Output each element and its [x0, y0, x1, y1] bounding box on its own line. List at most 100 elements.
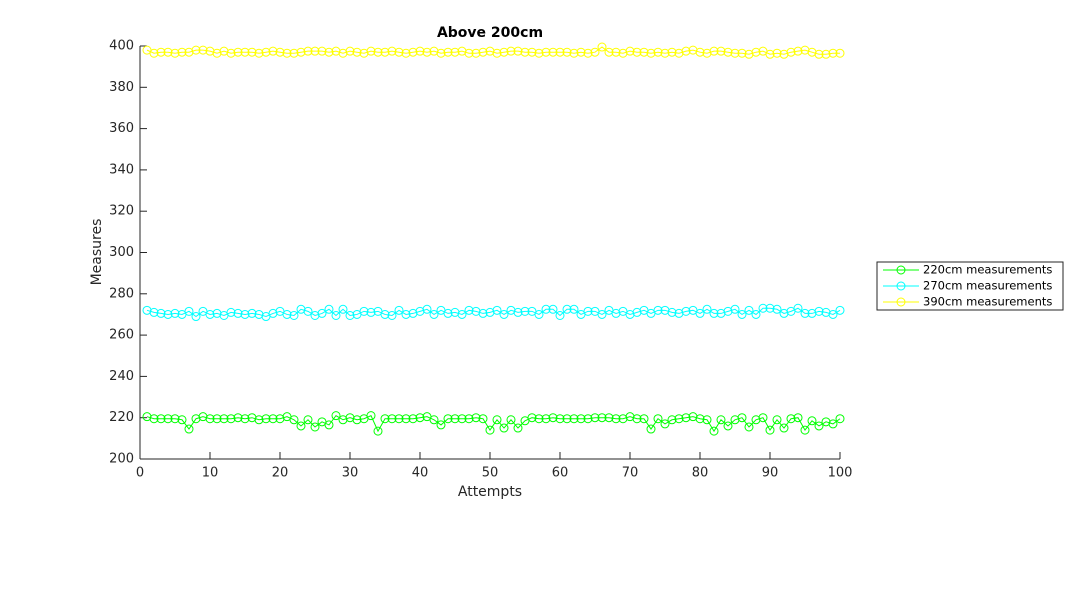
x-tick-label: 40: [412, 466, 429, 481]
marker: [744, 422, 754, 432]
y-tick-label: 360: [109, 121, 134, 136]
marker: [653, 414, 663, 424]
marker: [471, 306, 481, 316]
marker: [156, 308, 166, 318]
marker: [520, 306, 530, 316]
marker: [436, 420, 446, 430]
marker: [534, 48, 544, 58]
marker: [667, 47, 677, 57]
marker: [716, 308, 726, 318]
marker: [457, 46, 467, 56]
marker: [163, 47, 173, 57]
marker: [653, 305, 663, 315]
marker: [751, 415, 761, 425]
marker: [170, 414, 180, 424]
y-tick-label: 400: [109, 39, 134, 54]
marker: [450, 414, 460, 424]
marker: [359, 306, 369, 316]
marker: [436, 48, 446, 58]
marker: [779, 423, 789, 433]
marker: [576, 414, 586, 424]
marker: [464, 305, 474, 315]
marker: [625, 46, 635, 56]
marker: [506, 46, 516, 56]
marker: [415, 306, 425, 316]
marker: [212, 414, 222, 424]
marker: [534, 414, 544, 424]
marker: [457, 309, 467, 319]
marker: [317, 46, 327, 56]
marker: [765, 49, 775, 59]
marker: [401, 309, 411, 319]
marker: [450, 47, 460, 57]
marker: [443, 47, 453, 57]
marker: [611, 308, 621, 318]
x-tick-label: 30: [342, 466, 359, 481]
marker: [611, 47, 621, 57]
marker: [604, 47, 614, 57]
marker: [366, 46, 376, 56]
marker: [835, 414, 845, 424]
marker: [226, 48, 236, 58]
marker: [415, 413, 425, 423]
marker: [660, 48, 670, 58]
marker: [380, 414, 390, 424]
marker: [268, 46, 278, 56]
marker: [793, 303, 803, 313]
marker: [688, 45, 698, 55]
marker: [625, 412, 635, 422]
y-axis-label: Measures: [89, 219, 105, 286]
marker: [730, 415, 740, 425]
marker: [408, 414, 418, 424]
marker: [681, 306, 691, 316]
marker: [380, 309, 390, 319]
marker: [429, 46, 439, 56]
marker: [821, 49, 831, 59]
marker: [730, 48, 740, 58]
marker: [289, 310, 299, 320]
marker: [156, 47, 166, 57]
marker: [632, 307, 642, 317]
marker: [219, 46, 229, 56]
marker: [275, 414, 285, 424]
marker: [422, 304, 432, 314]
marker: [485, 425, 495, 435]
y-tick-label: 340: [109, 162, 134, 177]
marker: [338, 415, 348, 425]
marker: [345, 413, 355, 423]
marker: [492, 48, 502, 58]
marker: [695, 308, 705, 318]
marker: [737, 309, 747, 319]
marker: [716, 46, 726, 56]
marker: [807, 47, 817, 57]
x-tick-label: 50: [482, 466, 499, 481]
marker: [674, 308, 684, 318]
marker: [247, 413, 257, 423]
x-tick-label: 100: [828, 466, 853, 481]
marker: [632, 414, 642, 424]
marker: [744, 49, 754, 59]
marker: [541, 304, 551, 314]
marker: [674, 48, 684, 58]
marker: [471, 48, 481, 58]
marker: [555, 414, 565, 424]
marker: [268, 308, 278, 318]
marker: [184, 47, 194, 57]
marker: [639, 414, 649, 424]
marker: [646, 48, 656, 58]
marker: [310, 422, 320, 432]
marker: [289, 415, 299, 425]
marker: [226, 414, 236, 424]
marker: [240, 47, 250, 57]
marker: [177, 415, 187, 425]
marker: [555, 310, 565, 320]
marker: [548, 413, 558, 423]
marker: [142, 305, 152, 315]
marker: [548, 304, 558, 314]
marker: [751, 47, 761, 57]
marker: [814, 49, 824, 59]
marker: [821, 307, 831, 317]
marker: [142, 412, 152, 422]
marker: [814, 421, 824, 431]
marker: [618, 48, 628, 58]
